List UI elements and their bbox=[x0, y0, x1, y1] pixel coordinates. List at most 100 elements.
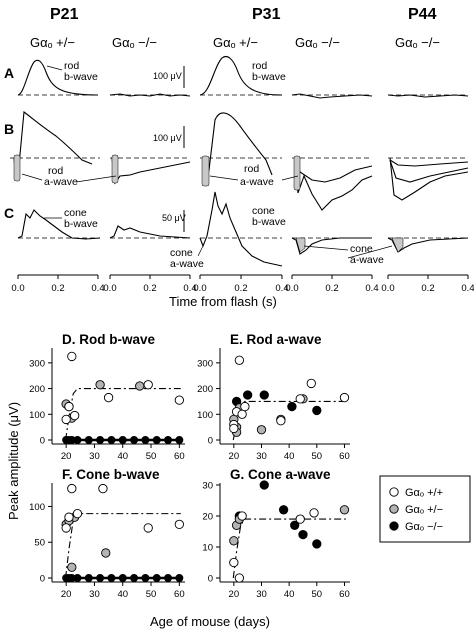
label-rod-a-1: rod bbox=[48, 165, 63, 177]
peak-amplitude-axis-label: Peak amplitude (μV) bbox=[6, 402, 21, 520]
data-point-wild-type bbox=[234, 355, 245, 365]
label-cone-a-2: a-wave bbox=[170, 258, 204, 270]
y-axis-tick-label: 0 bbox=[40, 574, 45, 585]
data-point-wild-type bbox=[72, 508, 83, 519]
panel-rod-a-wave: E. Rod a-wave 0 100 200 300 20 30 40 50 60 bbox=[197, 332, 350, 462]
time-axis-tick-label: 0.2 bbox=[143, 283, 156, 294]
fit-curve bbox=[65, 388, 181, 441]
data-point-knockout bbox=[84, 574, 93, 583]
data-point-wild-type bbox=[237, 511, 247, 521]
time-axis-tick-label: 0.4 bbox=[183, 283, 196, 294]
label-rod-b2-1: rod bbox=[252, 60, 267, 72]
data-point-knockout bbox=[118, 435, 127, 444]
x-axis-tick-label: 30 bbox=[256, 589, 267, 600]
data-point-wild-type bbox=[61, 414, 71, 425]
x-axis-tick-label: 40 bbox=[117, 451, 128, 462]
data-point-wild-type bbox=[143, 380, 153, 390]
time-axis-tick-label: 0.4 bbox=[365, 283, 378, 294]
trace-c-p31-ko bbox=[291, 237, 372, 255]
panel-cone-a-wave: G. Cone a-wave 0 10 20 30 20 30 40 50 60 bbox=[202, 467, 350, 600]
row-a-traces: 100 μV rod b-wave rod b-wave bbox=[17, 55, 469, 99]
legend-label-ko: Gαₒ −/− bbox=[405, 521, 443, 533]
data-point-knockout bbox=[107, 574, 116, 583]
trace-a-p31-het bbox=[199, 55, 283, 96]
x-axis-tick-label: 30 bbox=[89, 589, 100, 600]
trace-b-p44-ko bbox=[389, 157, 469, 201]
data-point-knockout bbox=[243, 390, 253, 400]
x-axis-tick-label: 20 bbox=[61, 589, 72, 600]
trace-b-p21-ko bbox=[111, 157, 191, 185]
label-cone-b2-1: cone bbox=[252, 205, 275, 217]
data-point-knockout bbox=[141, 435, 150, 444]
x-axis-tick-label: 50 bbox=[146, 451, 157, 462]
data-point-wild-type bbox=[61, 523, 71, 533]
data-point-knockout bbox=[73, 435, 82, 444]
genotype-label-p21-het: Gαₒ +/− bbox=[30, 35, 75, 50]
x-axis-tick-label: 60 bbox=[174, 451, 185, 462]
time-axis-label: Time from flash (s) bbox=[169, 294, 277, 309]
x-axis-tick-label: 50 bbox=[312, 451, 323, 462]
data-point-knockout bbox=[278, 505, 289, 515]
data-point-knockout bbox=[130, 435, 139, 444]
panel-title: F. Cone b-wave bbox=[62, 467, 160, 482]
data-point-knockout bbox=[152, 435, 161, 444]
data-point-knockout bbox=[312, 405, 322, 416]
data-point-wild-type bbox=[98, 483, 108, 494]
data-point-knockout bbox=[130, 574, 139, 583]
row-b-traces: 100 μV rod a-wave rod a-wave bbox=[10, 110, 469, 211]
x-axis-tick-label: 40 bbox=[284, 589, 295, 600]
data-point-wild-type bbox=[237, 409, 247, 419]
row-label-b: B bbox=[4, 121, 14, 137]
label-rod-b2-2: b-wave bbox=[252, 71, 286, 83]
y-axis-tick-label: 300 bbox=[197, 358, 213, 369]
data-point-wild-type bbox=[143, 523, 153, 533]
y-axis-tick-label: 300 bbox=[29, 358, 45, 369]
data-point-wild-type bbox=[67, 351, 77, 362]
x-axis-tick-label: 40 bbox=[117, 589, 128, 600]
x-axis-tick-label: 20 bbox=[229, 589, 240, 600]
time-axis-tick-label: 0.2 bbox=[51, 283, 64, 294]
label-cone-a2-2: a-wave bbox=[350, 254, 384, 266]
data-point-wild-type bbox=[69, 410, 80, 421]
trace-c-p44-ko bbox=[387, 237, 469, 253]
time-axis-tick-label: 0.2 bbox=[325, 283, 338, 294]
x-axis-tick-label: 50 bbox=[312, 589, 323, 600]
time-axis-tick-label: 0.4 bbox=[461, 283, 474, 294]
data-point-wild-type bbox=[64, 512, 74, 522]
panel-rod-b-wave: D. Rod b-wave 0 100 200 300 20 30 40 50 60 bbox=[29, 332, 185, 462]
scale-label-b: 100 μV bbox=[153, 133, 182, 143]
y-axis-tick-label: 50 bbox=[34, 538, 45, 549]
x-axis-tick-label: 30 bbox=[89, 451, 100, 462]
data-point-knockout bbox=[312, 539, 322, 549]
scale-label-c: 50 μV bbox=[162, 213, 186, 223]
time-axis-tick-label: 0.0 bbox=[11, 283, 24, 294]
x-axis-tick-label: 60 bbox=[339, 589, 350, 600]
y-axis-tick-label: 100 bbox=[29, 410, 45, 421]
data-point-knockout bbox=[118, 574, 127, 583]
time-axis-tick-label: 0.0 bbox=[103, 283, 116, 294]
x-axis-tick-label: 50 bbox=[146, 589, 157, 600]
x-axis-tick-label: 30 bbox=[256, 451, 267, 462]
x-axis-tick-label: 40 bbox=[284, 451, 295, 462]
x-axis-tick-label: 60 bbox=[174, 589, 185, 600]
data-point-knockout bbox=[298, 529, 308, 540]
time-axes: 0.0 0.2 0.40.0 0.2 0.40.0 0.2 0.40.0 0.2 0.4 0.0 0… bbox=[11, 274, 474, 294]
data-point-wild-type bbox=[229, 557, 239, 568]
label-cone-b-2: b-wave bbox=[64, 218, 98, 230]
data-point-wild-type bbox=[234, 573, 245, 583]
time-axis-tick-label: 0.2 bbox=[421, 283, 434, 294]
label-rod-b-1: rod bbox=[64, 60, 79, 72]
genotype-label-p21-ko: Gαₒ −/− bbox=[112, 35, 157, 50]
time-axis-tick-label: 0.2 bbox=[234, 283, 247, 294]
trace-b-p21-het bbox=[13, 110, 93, 179]
y-axis-tick-label: 0 bbox=[208, 436, 213, 447]
data-point-knockout bbox=[96, 435, 105, 444]
data-point-knockout bbox=[259, 480, 269, 490]
data-point-knockout bbox=[290, 520, 300, 530]
data-point-knockout bbox=[96, 574, 105, 583]
y-axis-tick-label: 100 bbox=[29, 502, 45, 513]
time-axis-tick-label: 0.0 bbox=[381, 283, 394, 294]
legend: Gαₒ +/+ Gαₒ +/− Gαₒ −/− bbox=[379, 475, 471, 543]
time-axis-tick-label: 0.0 bbox=[193, 283, 206, 294]
